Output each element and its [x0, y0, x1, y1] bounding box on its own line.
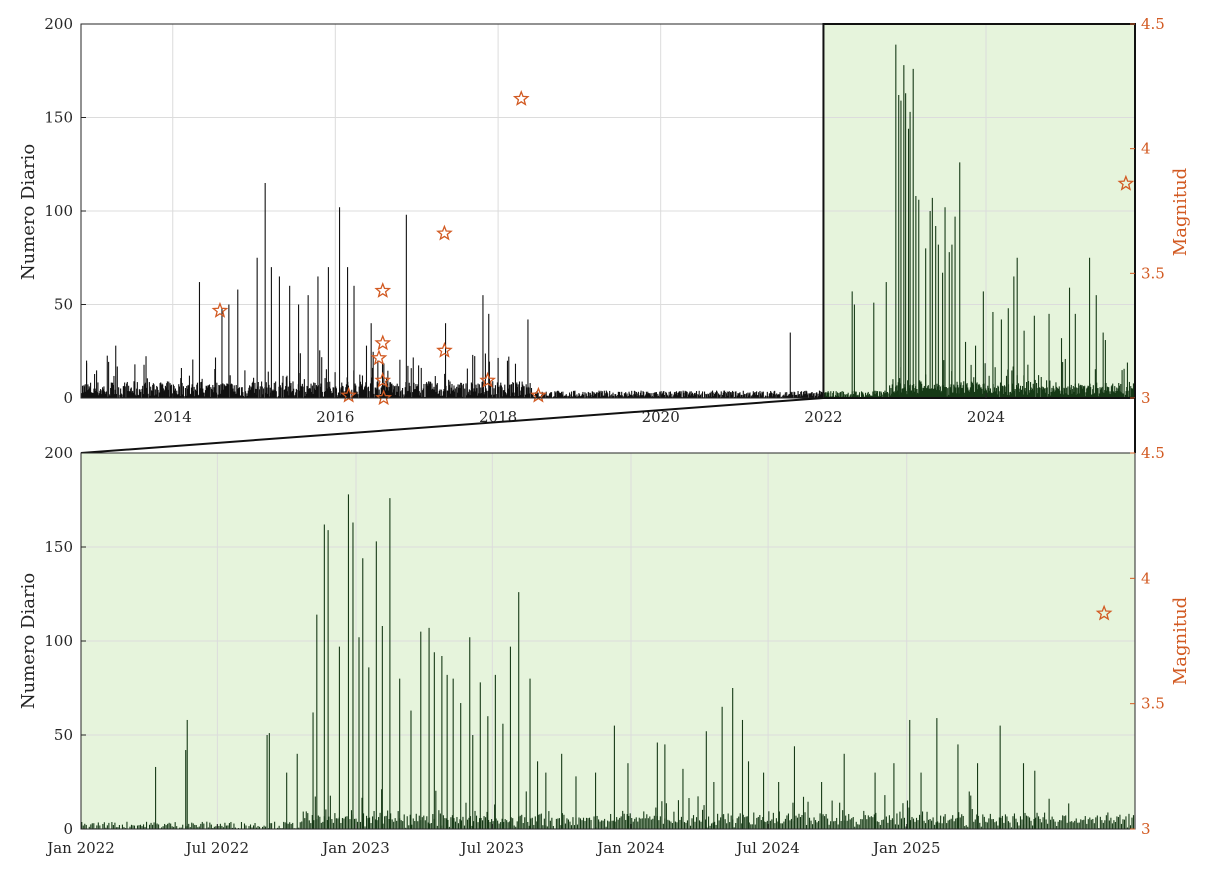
- left-y-tick-label: 200: [44, 444, 73, 462]
- magnitude-star-marker: [374, 281, 392, 298]
- x-tick-label: Jan 2024: [595, 839, 665, 857]
- zoom-chart: Jan 2022 Jul 2022 Jan 2023 Jul 2023 Jan 2024…: [18, 444, 1191, 857]
- magnitude-star-marker: [436, 341, 453, 358]
- left-y-tick-label: 0: [63, 820, 73, 838]
- x-tick-label: 2016: [316, 408, 354, 426]
- right-y-tick-label: 4: [1141, 569, 1151, 587]
- x-tick-label: Jul 2022: [184, 839, 249, 857]
- right-y-tick-label: 3: [1141, 389, 1151, 407]
- left-y-tick-label: 50: [54, 726, 73, 744]
- x-tick-label: Jan 2022: [45, 839, 115, 857]
- magnitude-star-marker: [374, 334, 392, 351]
- right-y-tick-label: 3: [1141, 820, 1151, 838]
- magnitude-star-marker: [374, 371, 392, 388]
- left-y-tick-label: 150: [44, 538, 73, 556]
- zoom-gridlines: [81, 453, 1135, 829]
- left-y-tick-label: 0: [63, 389, 73, 407]
- overview-magnitude-markers: [211, 89, 1135, 406]
- left-y-tick-label: 150: [44, 109, 73, 127]
- magnitude-star-marker: [375, 389, 393, 406]
- x-tick-label: Jul 2024: [734, 839, 799, 857]
- left-y-tick-label: 50: [54, 296, 73, 314]
- magnitude-star-marker: [1117, 174, 1135, 191]
- right-y-tick-label: 4.5: [1141, 444, 1165, 462]
- right-y-tick-label: 4.5: [1141, 15, 1165, 33]
- x-tick-label: Jan 2023: [320, 839, 390, 857]
- zoom-left-y-label: Numero Diario: [18, 573, 39, 709]
- x-tick-label: Jul 2023: [459, 839, 524, 857]
- magnitude-star-marker: [370, 349, 388, 366]
- zoom-right-y-label: Magnitud: [1170, 597, 1191, 685]
- left-y-tick-label: 100: [44, 202, 73, 220]
- left-y-tick-label: 200: [44, 15, 73, 33]
- magnitude-star-marker: [1095, 604, 1113, 621]
- zoom-region-border: [822, 23, 1137, 399]
- zoom-magnitude-markers: [1095, 604, 1113, 621]
- zoom-x-ticks: Jan 2022 Jul 2022 Jan 2023 Jul 2023 Jan 2024…: [45, 824, 941, 857]
- zoom-connector-left: [80, 397, 824, 454]
- right-y-tick-label: 3.5: [1141, 264, 1165, 282]
- right-y-tick-label: 4: [1141, 140, 1151, 158]
- magnitude-star-marker: [512, 89, 530, 106]
- overview-left-y-ticks: 0 50 100 150 200: [44, 15, 86, 407]
- magnitude-star-marker: [530, 386, 547, 403]
- zoom-right-y-ticks: 3 3.5 4 4.5: [1130, 444, 1165, 838]
- x-tick-label: 2024: [967, 408, 1005, 426]
- magnitude-star-marker: [340, 386, 358, 403]
- overview-right-y-label: Magnitud: [1170, 168, 1191, 256]
- overview-daily-count-bars: [80, 44, 1136, 398]
- x-tick-label: Jan 2025: [871, 839, 941, 857]
- zoom-left-y-ticks: 0 50 100 150 200: [44, 444, 86, 838]
- magnitude-star-marker: [436, 224, 453, 241]
- magnitude-star-marker: [479, 371, 497, 388]
- right-y-tick-label: 3.5: [1141, 695, 1165, 713]
- x-tick-label: 2022: [804, 408, 842, 426]
- zoom-daily-count-bars: [81, 494, 1135, 829]
- overview-left-y-label: Numero Diario: [18, 144, 39, 280]
- left-y-tick-label: 100: [44, 632, 73, 650]
- zoom-connector-lines: [80, 397, 1136, 454]
- x-tick-label: 2020: [642, 408, 680, 426]
- overview-right-y-ticks: 3 3.5 4 4.5: [1130, 15, 1165, 407]
- magnitude-star-marker: [211, 301, 229, 318]
- x-tick-label: 2014: [154, 408, 192, 426]
